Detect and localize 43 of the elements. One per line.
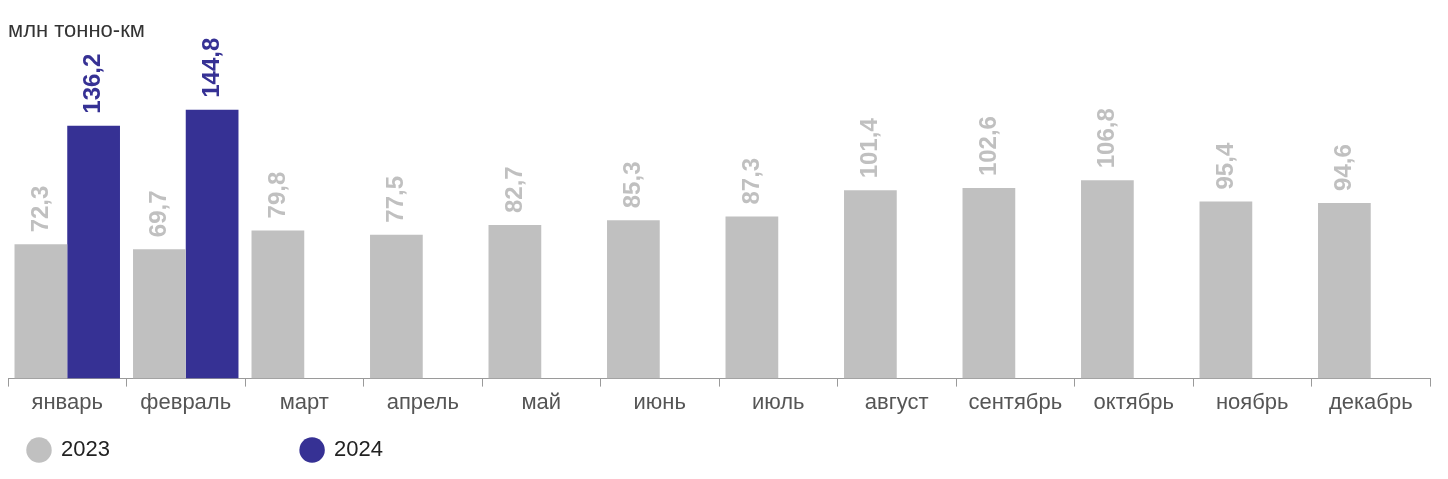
data-label: 94,6 [1329,144,1357,191]
data-label: 69,7 [144,190,172,238]
bar [607,220,660,379]
bar [251,230,305,379]
x-tick-label: май [521,388,562,414]
data-label: 102,6 [973,116,1001,177]
bar [1199,201,1253,379]
x-tick-label: январь [31,388,103,414]
x-tick-label: апрель [386,388,459,414]
x-tick-label: июнь [633,388,686,414]
x-tick-label: март [279,388,329,414]
bar [14,244,68,379]
x-tick-label: август [864,388,929,414]
bar [370,234,423,379]
data-label: 72,3 [25,185,53,233]
x-tick-label: сентябрь [968,388,1063,414]
data-label: 144,8 [196,37,224,98]
bar [133,249,186,379]
bar [488,225,542,379]
bar [67,125,120,379]
data-label: 106,8 [1092,108,1120,169]
data-label: 82,7 [499,166,527,214]
data-label: 136,2 [78,53,106,114]
data-label: 101,4 [855,117,883,179]
x-tick-label: октябрь [1093,388,1174,414]
data-label: 85,3 [618,161,646,209]
x-tick-label: июль [751,388,805,414]
legend-label: 2023 [61,436,282,462]
data-label: 79,8 [262,171,290,219]
bar [185,109,239,379]
data-label: 77,5 [381,175,409,223]
x-tick-label: ноябрь [1215,388,1289,414]
data-label: 87,3 [736,157,764,205]
bar [1081,180,1134,379]
bar [725,216,779,379]
bar [844,190,897,379]
bar [962,188,1016,379]
data-label: 95,4 [1210,142,1238,190]
chart-title: млн тонно-км [8,17,145,43]
x-tick-label: декабрь [1328,388,1413,414]
legend-label: 2024 [334,436,555,462]
bar [1318,202,1371,379]
x-tick-label: февраль [140,388,232,414]
